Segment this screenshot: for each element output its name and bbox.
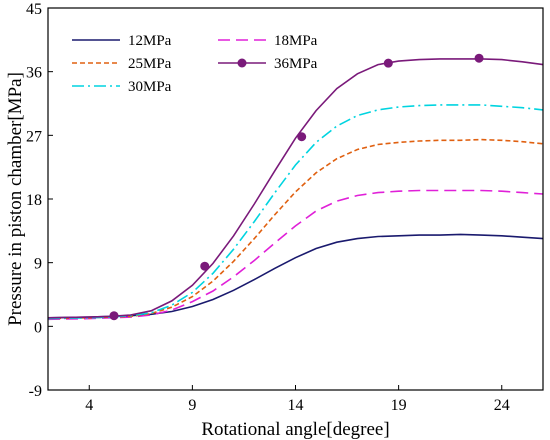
plot-layer (47, 53, 544, 321)
x-tick-label: 14 (288, 397, 304, 414)
y-tick-label: 36 (26, 65, 42, 82)
x-axis-title: Rotational angle[degree] (201, 419, 389, 440)
y-tick-label: 27 (26, 128, 42, 145)
series-line-18MPa (47, 189, 544, 321)
series-line-36MPa (47, 58, 544, 319)
x-tick-label: 24 (494, 397, 510, 414)
legend-label-18MPa: 18MPa (274, 33, 318, 49)
y-axis-title: Pressure in piston chamber[MPa] (5, 72, 26, 326)
series-marker-36MPa (297, 132, 307, 142)
legend-marker-36MPa (237, 58, 247, 68)
ticks-layer: 4 9 14 19 24 -9 0 9 18 27 36 45 (26, 1, 510, 414)
x-tick-label: 4 (85, 397, 93, 414)
x-tick-label: 9 (188, 397, 196, 414)
series-marker-36MPa (109, 311, 119, 321)
series-line-12MPa (47, 233, 544, 319)
series-marker-36MPa (383, 58, 393, 68)
series-marker-36MPa (474, 53, 484, 63)
series-line-30MPa (47, 104, 544, 320)
x-tick-label: 19 (391, 397, 407, 414)
legend-label-30MPa: 30MPa (128, 79, 172, 95)
y-tick-label: 0 (34, 319, 42, 336)
y-tick-label: 9 (34, 256, 42, 273)
y-tick-label: 18 (26, 192, 42, 209)
legend: 12MPa 25MPa 30MPa 18MPa 36MPa (72, 33, 318, 95)
legend-label-12MPa: 12MPa (128, 33, 172, 49)
series-marker-36MPa (200, 261, 210, 271)
series-line-25MPa (47, 138, 544, 320)
y-tick-label: 45 (26, 1, 42, 18)
legend-label-36MPa: 36MPa (274, 56, 318, 72)
legend-label-25MPa: 25MPa (128, 56, 172, 72)
y-tick-label: -9 (29, 383, 42, 400)
